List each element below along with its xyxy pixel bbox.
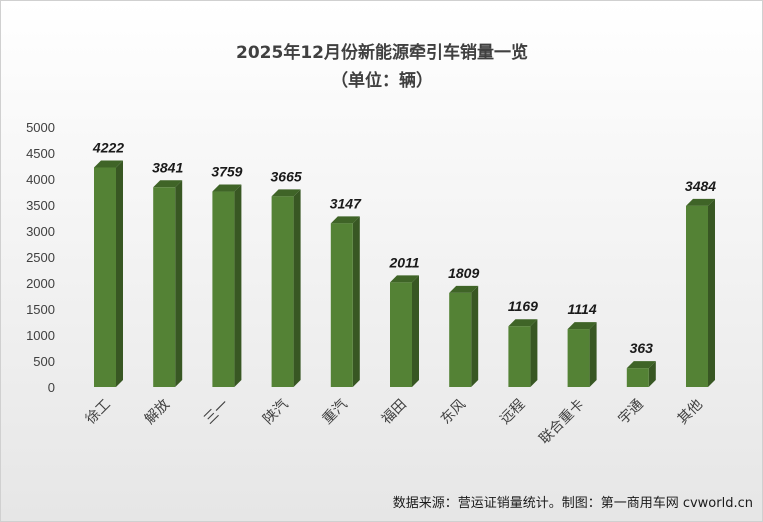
bar-front xyxy=(390,282,412,387)
bar-top xyxy=(153,180,183,188)
bar xyxy=(449,285,479,387)
bar-series xyxy=(94,160,715,387)
chart-subtitle: （单位：辆） xyxy=(331,70,433,91)
bar xyxy=(94,160,123,387)
bar-front xyxy=(212,191,235,387)
data-label: 1809 xyxy=(448,265,479,281)
x-tick-label: 其他 xyxy=(675,397,706,428)
data-label: 3665 xyxy=(271,168,302,184)
bar-top xyxy=(686,198,715,206)
x-tick-label: 解放 xyxy=(142,397,173,428)
x-tick-label: 三一 xyxy=(201,397,232,428)
chart-title: 2025年12月份新能源牵引车销量一览 xyxy=(236,42,528,63)
x-tick-label: 宇通 xyxy=(616,397,647,428)
x-tick-label: 陕汽 xyxy=(260,397,291,428)
bar-side xyxy=(352,216,360,387)
bar-side xyxy=(648,361,656,387)
bar-side xyxy=(530,319,538,387)
bar-side xyxy=(234,184,242,387)
y-tick-label: 3500 xyxy=(26,198,55,213)
bar-side xyxy=(412,275,419,387)
bar-top xyxy=(449,285,479,293)
bar-side xyxy=(471,285,479,387)
bar-front xyxy=(330,223,353,387)
data-label: 1114 xyxy=(568,301,597,317)
y-tick-label: 5000 xyxy=(26,120,55,135)
bar-top xyxy=(212,184,242,192)
data-label: 3147 xyxy=(330,195,362,211)
x-tick-label: 福田 xyxy=(379,397,410,428)
data-label: 4222 xyxy=(92,139,124,155)
data-label: 1169 xyxy=(508,298,538,314)
bar-front xyxy=(153,187,176,387)
bar xyxy=(390,275,419,387)
bar-side xyxy=(708,198,715,387)
y-tick-label: 1500 xyxy=(26,302,55,317)
y-tick-label: 1000 xyxy=(26,328,55,343)
bar-front xyxy=(271,196,294,387)
bar-top xyxy=(626,361,656,369)
bar-top xyxy=(390,275,419,283)
x-tick-label: 东风 xyxy=(438,397,469,428)
bar-side xyxy=(175,180,183,387)
bar xyxy=(567,322,597,387)
bar xyxy=(686,198,715,387)
bar-front xyxy=(626,368,649,387)
bar-front xyxy=(686,205,708,387)
bar-side xyxy=(293,189,301,387)
bar-top xyxy=(271,189,301,197)
y-tick-label: 2000 xyxy=(26,276,55,291)
data-label: 3759 xyxy=(211,164,242,180)
bar-top xyxy=(567,322,597,330)
bar-top xyxy=(330,216,360,224)
data-label: 363 xyxy=(630,340,654,356)
y-tick-label: 2500 xyxy=(26,250,55,265)
bar-top xyxy=(94,160,123,168)
data-labels: 4222 3841 3759 3665 3147 2011 1809 1169 1114 363 3… xyxy=(92,139,716,356)
bar xyxy=(330,216,360,387)
bar xyxy=(153,180,183,387)
bar xyxy=(508,319,538,387)
x-tick-label: 联合重卡 xyxy=(537,397,588,448)
x-axis: 徐工 解放 三一 陕汽 重汽 福田 东风 远程 联合重卡 宇通 其他 xyxy=(83,397,706,448)
bar-side xyxy=(116,160,123,387)
bar-side xyxy=(589,322,597,387)
y-tick-label: 4000 xyxy=(26,172,55,187)
bar-front xyxy=(94,167,116,387)
bar-front xyxy=(508,326,531,387)
y-tick-label: 4500 xyxy=(26,146,55,161)
data-label: 3841 xyxy=(152,159,183,175)
y-tick-label: 0 xyxy=(48,380,55,395)
y-tick-label: 3000 xyxy=(26,224,55,239)
bar-top xyxy=(508,319,538,327)
bar xyxy=(626,361,656,387)
data-label: 3484 xyxy=(685,178,716,194)
data-label: 2011 xyxy=(388,254,419,270)
bar-front xyxy=(567,329,590,387)
y-axis: 0 500 1000 1500 2000 2500 3000 3500 4000 4500 5000 xyxy=(26,120,55,395)
y-tick-label: 500 xyxy=(33,354,55,369)
source-note: 数据来源：营运证销量统计。制图：第一商用车网 cvworld.cn xyxy=(393,495,753,511)
x-tick-label: 徐工 xyxy=(83,397,114,428)
x-tick-label: 远程 xyxy=(497,397,528,428)
x-tick-label: 重汽 xyxy=(320,397,351,428)
bar xyxy=(271,189,301,387)
bar-front xyxy=(449,292,472,387)
bar xyxy=(212,184,242,387)
